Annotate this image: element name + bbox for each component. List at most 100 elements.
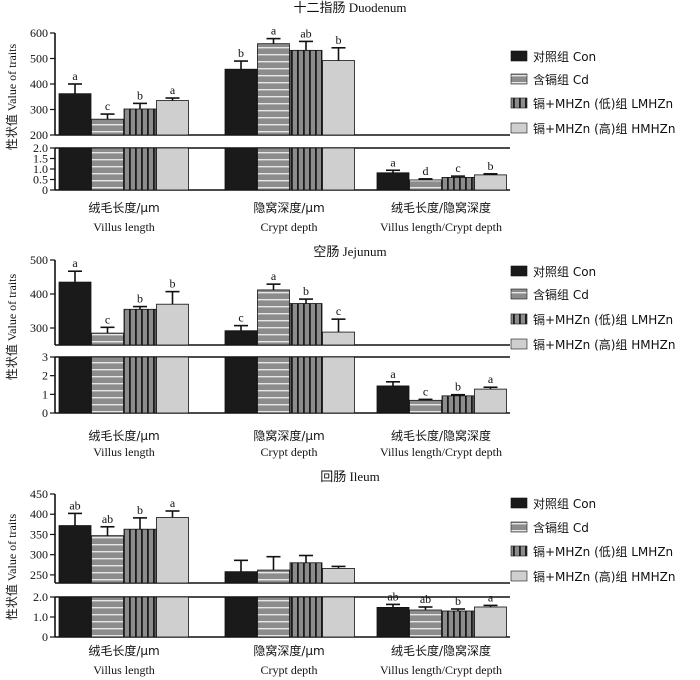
bar-hmhzn [322, 568, 355, 584]
y-axis-label: 性状值 Value of traits [4, 44, 19, 151]
significance-letter: a [72, 256, 78, 270]
legend-label-con: 对照组 Con [533, 497, 596, 511]
y-tick-label-upper: 300 [30, 548, 48, 562]
y-tick-label-lower: 2 [42, 369, 48, 383]
x-category-label-en: Villus length [93, 445, 155, 459]
bar-lmhzn [123, 528, 157, 584]
significance-letter: ab [420, 592, 431, 606]
y-tick-label-upper: 400 [30, 507, 48, 521]
legend-label-cd: 含镉组 Cd [533, 287, 589, 302]
bar-lmhzn [441, 176, 475, 191]
bar-lmhzn [441, 395, 475, 414]
bar-con [224, 571, 258, 584]
x-category-label-cn: 隐窝深度/μm [253, 428, 324, 443]
significance-letter: a [390, 367, 396, 381]
bar-con [224, 330, 258, 346]
significance-letter: b [488, 159, 494, 173]
chart-title: 十二指肠 Duodenum [293, 0, 406, 15]
legend-swatch-lmhzn [510, 97, 528, 109]
x-category-label-cn: 绒毛长度/μm [88, 643, 159, 658]
legend-swatch-con [510, 497, 528, 509]
bar-hmhzn [474, 606, 507, 638]
legend-label-con: 对照组 Con [533, 265, 596, 279]
significance-letter: b [170, 277, 176, 291]
x-category-label-en: Crypt depth [261, 663, 318, 677]
y-tick-label-lower: 1 [42, 387, 48, 401]
significance-letter: b [336, 33, 342, 47]
significance-letter: c [336, 304, 341, 318]
x-category-label-en: Crypt depth [261, 220, 318, 234]
bar-cd [257, 569, 290, 584]
bar-con-lower [224, 356, 258, 414]
significance-letter: ab [102, 512, 113, 526]
significance-letter: c [105, 99, 110, 113]
bar-lmhzn-lower [123, 596, 157, 638]
bar-lmhzn-lower [289, 596, 323, 638]
significance-letter: ab [69, 498, 80, 512]
y-tick-label-upper: 300 [30, 321, 48, 335]
significance-letter: b [303, 284, 309, 298]
bar-con [376, 607, 410, 638]
bar-hmhzn-lower [322, 147, 355, 191]
y-tick-label-lower: 3 [42, 350, 48, 364]
significance-letter: a [271, 24, 277, 38]
x-category-label-en: Villus length [93, 220, 155, 234]
significance-letter: d [423, 164, 429, 178]
significance-letter: c [423, 384, 428, 398]
legend-swatch-hmhzn [510, 338, 528, 350]
significance-letter: ab [300, 26, 311, 40]
x-category-label-cn: 绒毛长度/隐窝深度 [391, 428, 491, 443]
significance-letter: a [170, 83, 176, 97]
legend-label-lmhzn: 镉+MHZn (低)组 LMHZn [533, 313, 673, 327]
chart-panel-2: 空肠 Jejunum 性状值 Value of traits 300 400 500 0 1… [4, 244, 675, 459]
y-tick-label-lower: 1.5 [33, 152, 48, 166]
significance-letter: b [137, 503, 143, 517]
bar-hmhzn [322, 331, 355, 346]
y-tick-label-lower: 2.0 [33, 590, 48, 604]
legend-swatch-hmhzn [510, 570, 528, 582]
bar-lmhzn [123, 308, 157, 346]
bar-cd-lower [91, 596, 124, 638]
bar-cd-lower [91, 356, 124, 414]
bar-cd-lower [257, 147, 290, 191]
y-tick-label-upper: 200 [30, 128, 48, 142]
legend-swatch-cd [510, 521, 528, 533]
x-category-label-en: Villus length/Crypt depth [380, 445, 502, 459]
legend-swatch-con [510, 50, 528, 62]
bar-cd [257, 43, 290, 136]
bar-cd [409, 179, 442, 191]
y-tick-label-lower: 0 [42, 183, 48, 197]
chart-title: 空肠 Jejunum [313, 244, 386, 259]
bar-hmhzn [474, 388, 507, 414]
bar-hmhzn [156, 100, 189, 136]
legend-label-lmhzn: 镉+MHZn (低)组 LMHZn [533, 97, 673, 111]
y-axis-label: 性状值 Value of traits [4, 274, 19, 381]
legend-swatch-cd [510, 288, 528, 300]
y-tick-label-upper: 400 [30, 287, 48, 301]
significance-letter: a [488, 372, 494, 386]
x-category-label-cn: 绒毛长度/隐窝深度 [391, 200, 491, 215]
y-tick-label-upper: 450 [30, 487, 48, 501]
significance-letter: a [271, 269, 277, 283]
x-category-label-en: Villus length/Crypt depth [380, 663, 502, 677]
y-tick-label-upper: 300 [30, 103, 48, 117]
chart-panel-3: 回肠 Ileum 性状值 Value of traits 250 300 350 400 4… [4, 469, 675, 677]
x-category-label-cn: 绒毛长度/μm [88, 200, 159, 215]
legend-label-hmhzn: 镉+MHZn (高)组 HMHZn [533, 569, 675, 584]
bar-cd [409, 399, 442, 414]
x-category-label-en: Villus length/Crypt depth [380, 220, 502, 234]
bar-hmhzn-lower [322, 356, 355, 414]
bar-hmhzn [322, 60, 355, 136]
bar-con-lower [58, 596, 92, 638]
y-tick-label-lower: 0 [42, 630, 48, 644]
legend-label-hmhzn: 镉+MHZn (高)组 HMHZn [533, 121, 675, 136]
x-category-label-en: Villus length [93, 663, 155, 677]
bar-con [58, 525, 92, 584]
significance-letter: ab [387, 589, 398, 603]
legend-swatch-con [510, 265, 528, 277]
significance-letter: a [488, 590, 494, 604]
y-tick-label-lower: 2.0 [33, 141, 48, 155]
x-category-label-cn: 隐窝深度/μm [253, 643, 324, 658]
legend-label-lmhzn: 镉+MHZn (低)组 LMHZn [533, 545, 673, 559]
